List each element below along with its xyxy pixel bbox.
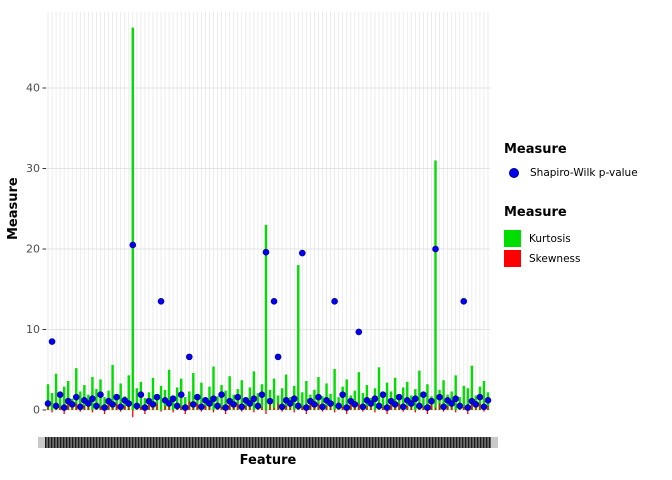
gridlines	[46, 12, 490, 411]
svg-text:40: 40	[26, 82, 40, 95]
svg-text:20: 20	[26, 243, 40, 256]
svg-text:10: 10	[26, 323, 40, 336]
legend-label-kurtosis: Kurtosis	[529, 232, 571, 245]
legend-item-kurtosis: Kurtosis	[504, 230, 668, 247]
x-axis-title: Feature	[239, 453, 297, 468]
legend-label-skewness: Skewness	[529, 252, 581, 265]
y-axis-title: Measure	[6, 177, 21, 240]
x-tick-band-right-cap	[491, 437, 498, 448]
bars-layer	[46, 27, 490, 418]
legend-item-skewness: Skewness	[504, 250, 668, 267]
legend-area: Measure Shapiro-Wilk p-value Measure Kur…	[504, 142, 668, 293]
skewness-swatch-icon	[504, 250, 521, 267]
y-axis: 0 10 20 30 40	[26, 82, 46, 417]
x-tick-band-left-cap	[38, 437, 45, 448]
kurtosis-swatch-icon	[504, 230, 521, 247]
svg-text:0: 0	[33, 404, 40, 417]
legend-title-points: Measure	[504, 142, 567, 157]
legend-shapiro: Measure Shapiro-Wilk p-value	[504, 142, 668, 179]
plot-svg: 0 10 20 30 40	[26, 12, 498, 448]
shapiro-point-icon	[509, 168, 519, 178]
legend-item-shapiro: Shapiro-Wilk p-value	[504, 167, 668, 179]
points-layer	[44, 241, 492, 411]
legend-label-shapiro: Shapiro-Wilk p-value	[530, 167, 638, 179]
x-axis-tick-labels-band	[45, 437, 491, 448]
svg-text:30: 30	[26, 162, 40, 175]
legend-title-fill: Measure	[504, 205, 567, 220]
legend-fill: Measure Kurtosis Skewness	[504, 205, 668, 267]
